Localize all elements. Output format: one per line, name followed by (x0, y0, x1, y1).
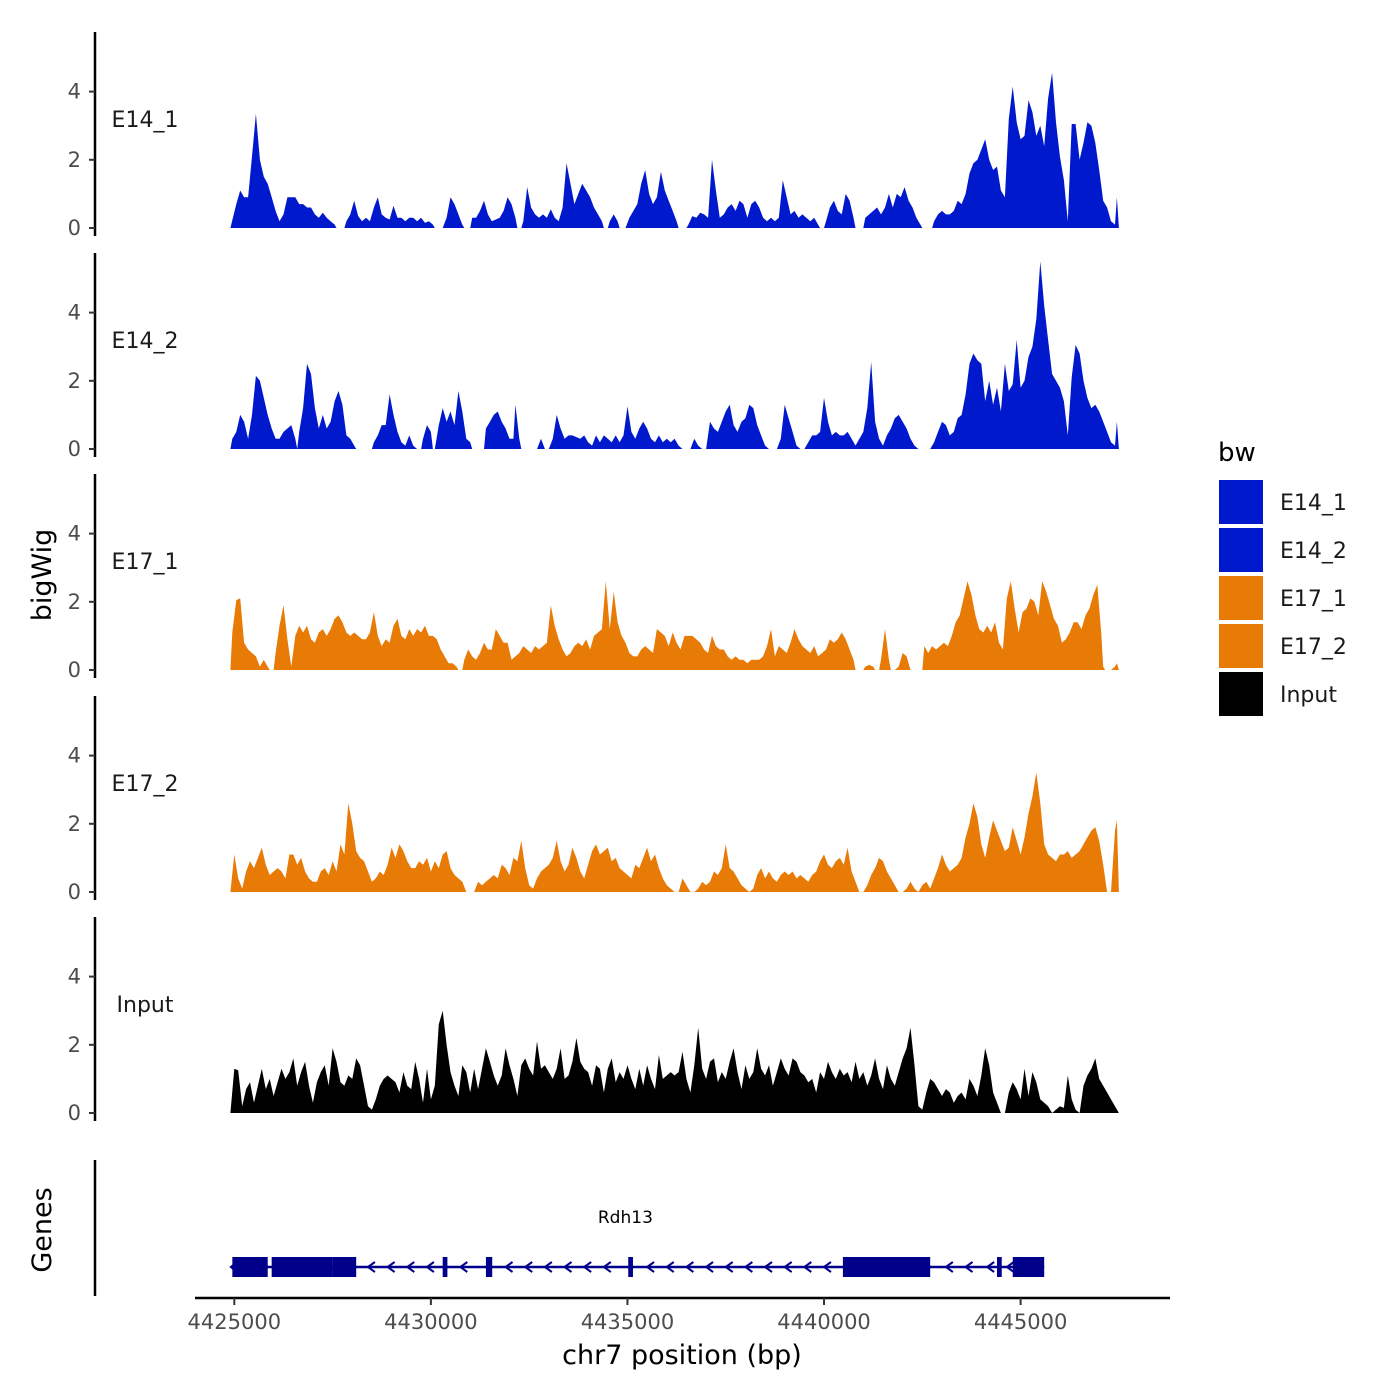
y-tick-label: 0 (68, 1101, 81, 1125)
gene-strand-arrow (458, 1261, 468, 1273)
legend-swatch (1219, 576, 1263, 620)
gene-strand-arrow (944, 1261, 954, 1273)
gene-strand-arrow (543, 1261, 553, 1273)
y-tick-label: 2 (68, 1033, 81, 1057)
gene-exon (232, 1257, 268, 1277)
track-label: E17_1 (112, 550, 179, 575)
legend-swatch (1219, 624, 1263, 668)
gene-strand-arrow (684, 1261, 694, 1273)
gene-strand-arrow (562, 1261, 573, 1273)
gene-strand-arrow (645, 1261, 655, 1273)
gene-exon (628, 1257, 633, 1277)
y-tick-label: 0 (68, 216, 81, 240)
track-label: Input (117, 993, 174, 1018)
y-tick-label: 2 (68, 590, 81, 614)
gene-strand-arrow (985, 1261, 995, 1273)
gene-label: Rdh13 (598, 1208, 653, 1228)
y-axis-title: bigWig (27, 529, 58, 622)
gene-strand-arrow (723, 1261, 734, 1273)
legend-swatch (1219, 528, 1263, 572)
track-label: E14_2 (112, 329, 179, 354)
gene-strand-arrow (503, 1261, 514, 1273)
x-axis: 4425000 4430000 4435000 4440000 4445000 (188, 1296, 1170, 1334)
track-label: E17_2 (112, 772, 179, 797)
gene-strand-arrow (385, 1261, 396, 1273)
y-tick-label: 4 (68, 522, 81, 546)
y-tick-label: 2 (68, 148, 81, 172)
legend-label: E14_2 (1280, 539, 1347, 564)
gene-strand-arrow (405, 1261, 415, 1273)
x-axis-title: chr7 position (bp) (562, 1340, 802, 1371)
x-tick-label: 4425000 (188, 1310, 282, 1334)
legend-swatch (1219, 672, 1263, 716)
gene-strand-arrow (523, 1261, 533, 1273)
gene-strand-arrow (1005, 1261, 1015, 1273)
gene-exon (485, 1257, 493, 1277)
gene-strand-arrow (602, 1261, 612, 1273)
y-tick-label: 4 (68, 744, 81, 768)
gene-exon (842, 1257, 931, 1277)
gene-exon (1012, 1257, 1045, 1277)
x-tick-label: 4440000 (777, 1310, 871, 1334)
track-e14_2: 0 2 4 E14_2 (68, 253, 1119, 461)
y-tick-label: 0 (68, 880, 81, 904)
x-tick-label: 4445000 (974, 1310, 1068, 1334)
legend: bw E14_1 E14_2 E17_1 E17_2 Input (1218, 438, 1347, 716)
y-tick-label: 2 (68, 812, 81, 836)
y-tick-label: 2 (68, 369, 81, 393)
coverage-area-e14_1 (230, 72, 1119, 228)
gene-strand-arrow (704, 1261, 714, 1273)
legend-swatch (1219, 480, 1263, 524)
gene-strand-arrow (743, 1261, 753, 1273)
track-e17_1: 0 2 4 E17_1 (68, 474, 1119, 682)
gene-track: Rdh13 (93, 1160, 1045, 1296)
y-tick-label: 0 (68, 658, 81, 682)
gene-strand-arrow (782, 1261, 793, 1273)
coverage-area-e14_2 (230, 261, 1119, 449)
gene-strand-arrow (425, 1261, 435, 1273)
legend-label: Input (1280, 683, 1337, 708)
legend-label: E14_1 (1280, 491, 1347, 516)
gene-exon (332, 1257, 357, 1277)
x-tick-label: 4430000 (384, 1310, 478, 1334)
gene-start-arrow (229, 1262, 236, 1272)
coverage-tracks: 0 2 4 E14_1 0 2 4 E14_2 0 2 4 E17_1 0 2 4 E17_2 0 2 4 Input (68, 32, 1119, 1125)
gene-exon (442, 1257, 448, 1277)
coverage-area-e17_1 (230, 581, 1119, 670)
y-tick-label: 4 (68, 80, 81, 104)
gene-strand-arrow (366, 1261, 376, 1273)
gene-exon (997, 1257, 1002, 1277)
gene-strand-arrow (822, 1261, 832, 1273)
track-e14_1: 0 2 4 E14_1 (68, 32, 1119, 240)
gene-strand-arrow (963, 1261, 974, 1273)
genes-axis-title: Genes (27, 1187, 58, 1272)
gene-strand-arrow (665, 1261, 675, 1273)
gene-strand-arrow (582, 1261, 592, 1273)
y-tick-label: 4 (68, 965, 81, 989)
track-e17_2: 0 2 4 E17_2 (68, 696, 1119, 904)
coverage-area-input (230, 1010, 1119, 1113)
track-label: E14_1 (112, 108, 179, 133)
track-input: 0 2 4 Input (68, 917, 1119, 1125)
gene-strand-arrow (802, 1261, 812, 1273)
gene-exon (271, 1257, 333, 1277)
y-tick-label: 4 (68, 301, 81, 325)
y-tick-label: 0 (68, 437, 81, 461)
coverage-area-e17_2 (230, 772, 1119, 892)
legend-label: E17_2 (1280, 635, 1347, 660)
legend-label: E17_1 (1280, 587, 1347, 612)
gene-strand-arrow (763, 1261, 773, 1273)
legend-title: bw (1218, 438, 1256, 468)
x-tick-label: 4435000 (581, 1310, 675, 1334)
